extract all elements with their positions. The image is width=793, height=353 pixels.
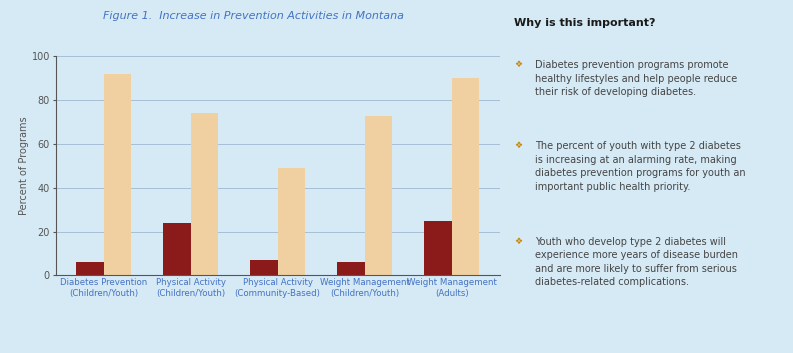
Text: Why is this important?: Why is this important? bbox=[514, 18, 655, 28]
Bar bbox=[190, 113, 218, 275]
Bar bbox=[75, 262, 104, 275]
Y-axis label: Percent of Programs: Percent of Programs bbox=[19, 116, 29, 215]
Text: Youth who develop type 2 diabetes will
experience more years of disease burden
a: Youth who develop type 2 diabetes will e… bbox=[535, 237, 738, 287]
Bar bbox=[104, 74, 132, 275]
Text: The percent of youth with type 2 diabetes
is increasing at an alarming rate, mak: The percent of youth with type 2 diabete… bbox=[535, 141, 746, 192]
Text: ❖: ❖ bbox=[514, 141, 522, 150]
Text: ❖: ❖ bbox=[514, 237, 522, 245]
Bar bbox=[423, 221, 451, 275]
Text: ❖: ❖ bbox=[514, 60, 522, 69]
Text: Diabetes prevention programs promote
healthy lifestyles and help people reduce
t: Diabetes prevention programs promote hea… bbox=[535, 60, 737, 97]
Bar bbox=[451, 78, 480, 275]
Bar bbox=[337, 262, 365, 275]
Bar bbox=[278, 168, 305, 275]
Bar bbox=[163, 223, 190, 275]
Text: Figure 1.  Increase in Prevention Activities in Montana: Figure 1. Increase in Prevention Activit… bbox=[103, 11, 404, 20]
Bar bbox=[365, 115, 393, 275]
Bar bbox=[250, 260, 278, 275]
